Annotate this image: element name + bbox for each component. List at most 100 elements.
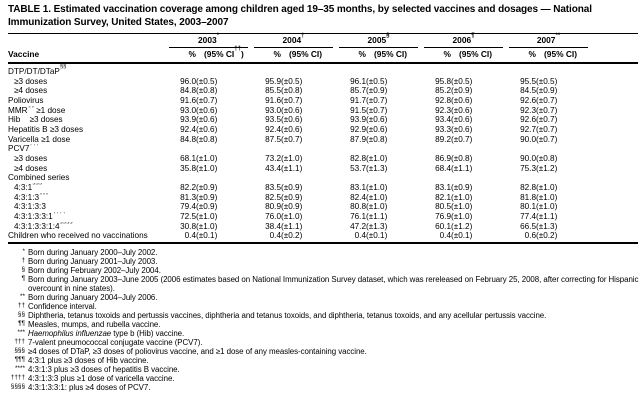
table-row: 4:3:1:3¶¶¶ 81.3 (±0.9) 82.5 (±0.9) 82.4 (±1.0)… [8, 193, 638, 203]
percent-value-cell: 82.4 [350, 192, 366, 202]
ci-value-cell: (±1.0) [366, 182, 388, 192]
ci-value-cell: (±1.3) [366, 221, 388, 231]
ci-value-cell: (±0.5) [366, 76, 388, 86]
vaccine-label-cell: Varicella ≥1 dose [8, 135, 166, 145]
table-row: Combined series [8, 173, 638, 183]
footnote: ¶¶¶ 4:3:1 plus ≥3 doses of Hib vaccine. [8, 356, 640, 365]
ci-value-cell: (±0.6) [196, 124, 218, 134]
ci-value-cell [451, 173, 506, 183]
spacer-cell [591, 212, 638, 222]
ci-value-cell: (±0.1) [366, 231, 421, 244]
percent-value-cell: 91.6 [180, 95, 196, 105]
percent-value-cell: 92.4 [180, 124, 196, 134]
spacer-cell [591, 144, 638, 154]
footnote-text-part: 7-valent pneumococcal conjugate vaccine … [28, 337, 203, 347]
ci-text: ) [319, 48, 323, 59]
percent-value-cell: 93.9 [180, 115, 196, 125]
spacer-cell [591, 173, 638, 183]
ci-value-cell: (±0.6) [281, 105, 303, 115]
vaccine-label-cell: ≥3 doses [8, 77, 166, 87]
year-header: 2004† [251, 33, 336, 48]
footnote-marker: §§ [17, 311, 25, 319]
spacer-cell [591, 86, 638, 96]
spacer-cell [591, 135, 638, 145]
footnotes: * Born during January 2000–July 2002. † Bor… [8, 248, 640, 392]
ci-value-cell: (±0.9) [196, 182, 218, 192]
vaccine-label-cell: Children who received no vaccinations [8, 231, 166, 244]
ci-value-cell: (±0.5) [281, 76, 303, 86]
ci-value-cell: (±0.8) [451, 153, 473, 163]
label-text: Poliovirus [8, 95, 44, 105]
percent-value-cell: 75.3 [520, 163, 536, 173]
footnote-text: 7-valent pneumococcal conjugate vaccine … [28, 338, 640, 347]
ci-text: ) [240, 48, 244, 59]
percent-value-cell: 91.6 [265, 95, 281, 105]
footnote-marker: ¶¶ [18, 320, 25, 328]
label-text: 4:3:1:3 [14, 192, 40, 202]
percent-value-cell: 95.8 [435, 76, 451, 86]
vaccine-label-cell: ≥4 doses [8, 86, 166, 96]
spacer-cell [591, 47, 638, 64]
percent-value-cell: 95.9 [265, 76, 281, 86]
ci-value-cell: (±0.9) [366, 86, 388, 96]
percent-value-cell: 92.7 [520, 124, 536, 134]
footnote-marker: ¶¶¶ [14, 356, 25, 364]
ci-value-cell [196, 173, 251, 183]
ci-value-cell: (±0.6) [366, 124, 388, 134]
ci-value-cell: (±1.1) [366, 211, 388, 221]
ci-text: ) [574, 48, 578, 59]
percent-value-cell: 82.2 [180, 182, 196, 192]
spacer-cell [591, 115, 638, 125]
percent-value-cell: 68.4 [435, 163, 451, 173]
ci-value-cell: (±1.0) [196, 221, 218, 231]
percent-value-cell [251, 144, 281, 154]
vaccine-label-cell: Poliovirus [8, 96, 166, 106]
ci-value-cell: (±0.5) [196, 76, 218, 86]
footnote-text: Measles, mumps, and rubella vaccine. [28, 320, 640, 329]
footnote-marker: ¶ [21, 275, 25, 283]
footnote-marker: § [21, 266, 25, 274]
ci-value-cell [536, 173, 591, 183]
footnote-marker: §§§§ [59, 221, 73, 225]
label-text: DTP/DT/DTaP [8, 67, 60, 76]
percent-value-cell: 0.4 [336, 231, 366, 244]
footnote-text-part: Measles, mumps, and rubella vaccine. [28, 319, 161, 329]
ci-value-cell: (±0.9) [536, 86, 558, 96]
table-row: 4:3:1§§§ 82.2 (±0.9) 83.5 (±0.9) 83.1 (±1.0) 83… [8, 183, 638, 193]
footnote: §§§§ 4:3:1:3:3:1: plus ≥4 doses of PCV7. [8, 383, 640, 392]
ci-value-cell: (±1.0) [196, 163, 218, 173]
ci-value-cell: (±1.0) [536, 192, 558, 202]
table-row: Hib*** ≥3 doses 93.9 (±0.6) 93.5 (±0.6) 93.9(… [8, 115, 638, 125]
ci-value-cell [366, 173, 421, 183]
percent-value-cell: 80.1 [520, 202, 536, 212]
percent-value-cell: 72.5 [180, 211, 196, 221]
ci-value-cell: (±0.2) [281, 231, 336, 244]
footnote-marker: ¶ [471, 32, 475, 39]
percent-value-cell: 81.3 [180, 192, 196, 202]
ci-value-cell: (±1.0) [536, 182, 558, 192]
ci-value-cell: (±0.6) [196, 105, 218, 115]
footnote-text-part: Born during January 2001–July 2003. [28, 256, 158, 266]
percent-value-cell: 93.0 [180, 105, 196, 115]
footnote-marker: * [22, 248, 26, 256]
footnote: ** Born during January 2004–July 2006. [8, 293, 640, 302]
percent-value-cell: 95.5 [520, 76, 536, 86]
ci-value-cell: (±0.7) [196, 95, 218, 105]
footnote-text-part: Diphtheria, tetanus toxoids and pertussi… [28, 310, 547, 320]
footnote: **** 4:3:1:3 plus ≥3 doses of hepatitis B… [8, 365, 640, 374]
ci-value-cell: (±1.0) [196, 211, 218, 221]
percent-value-cell: 0.4 [421, 231, 451, 244]
footnote-marker: ¶¶ [27, 105, 34, 109]
label-text: ≥3 doses [14, 76, 48, 86]
percent-value-cell: 47.2 [350, 221, 366, 231]
percent-value-cell: 92.3 [520, 105, 536, 115]
ci-value-cell: (±1.1) [536, 211, 558, 221]
percent-value-cell: 92.3 [435, 105, 451, 115]
footnote-text-part: Born during January 2004–July 2006. [28, 292, 158, 302]
percent-value-cell: 68.1 [180, 153, 196, 163]
percent-value-cell [421, 144, 451, 154]
ci-value-cell: (±0.6) [451, 95, 473, 105]
table-row: 4:3:1:3:3:1:4§§§§ 30.8 (±1.0) 38.4 (±1.1) 47.… [8, 222, 638, 232]
ci-value-cell [451, 63, 506, 77]
